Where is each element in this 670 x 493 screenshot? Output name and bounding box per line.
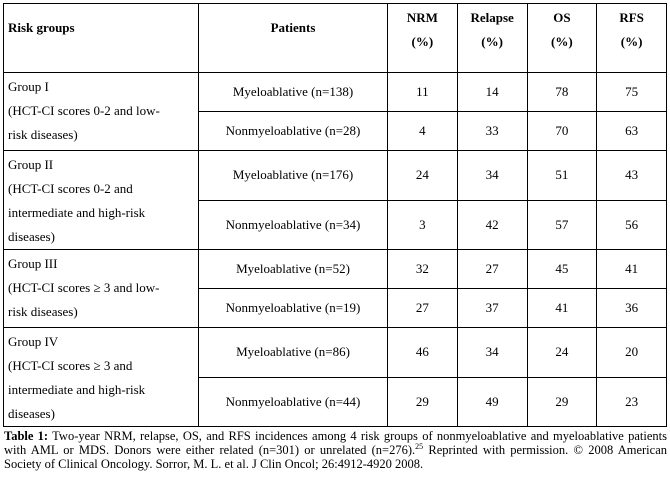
patients-cell: Nonmyeloablative (n=34) bbox=[198, 199, 388, 250]
os-cell: 78 bbox=[526, 72, 598, 112]
nrm-cell: 3 bbox=[387, 199, 458, 250]
patients-cell: Nonmyeloablative (n=44) bbox=[198, 376, 388, 427]
nrm-cell: 11 bbox=[387, 72, 458, 112]
header-rfs: RFS (%) bbox=[596, 3, 667, 73]
caption-reference: 25 bbox=[415, 441, 424, 451]
relapse-cell: 34 bbox=[456, 327, 528, 378]
caption-text: Two-year NRM, relapse, OS, and RFS incid… bbox=[4, 429, 667, 457]
group-cell-4: Group IV (HCT-CI scores ≥ 3 and intermedia… bbox=[3, 327, 199, 427]
table-row: Nonmyeloablative (n=28) 4 33 70 63 bbox=[4, 111, 667, 151]
relapse-cell: 34 bbox=[456, 150, 528, 201]
caption-label: Table 1: bbox=[4, 429, 49, 443]
rfs-cell: 56 bbox=[596, 199, 667, 250]
header-risk-groups: Risk groups bbox=[3, 3, 199, 73]
os-cell: 29 bbox=[526, 376, 598, 427]
patients-cell: Myeloablative (n=138) bbox=[198, 72, 388, 112]
patients-cell: Myeloablative (n=86) bbox=[198, 327, 388, 378]
caption-permission: Reprinted with permission. © 2008 Americ… bbox=[4, 443, 667, 471]
nrm-cell: 32 bbox=[387, 249, 458, 289]
patients-cell: Myeloablative (n=176) bbox=[198, 150, 388, 201]
header-relapse: Relapse (%) bbox=[456, 3, 528, 73]
rfs-cell: 36 bbox=[596, 288, 667, 328]
table-row: Group III (HCT-CI scores ≥ 3 and low-risk… bbox=[3, 249, 667, 328]
table-row: Group II (HCT-CI scores 0-2 and intermedia… bbox=[3, 150, 667, 250]
relapse-cell: 14 bbox=[456, 72, 528, 112]
os-cell: 57 bbox=[526, 199, 598, 250]
group-cell-3: Group III (HCT-CI scores ≥ 3 and low-risk… bbox=[3, 249, 199, 328]
patients-cell: Myeloablative (n=52) bbox=[198, 249, 388, 289]
table-row: Nonmyeloablative (n=34) 3 42 57 56 bbox=[4, 199, 667, 250]
group-cell-2: Group II (HCT-CI scores 0-2 and intermedia… bbox=[3, 150, 199, 250]
nrm-cell: 4 bbox=[387, 111, 458, 151]
rfs-cell: 23 bbox=[596, 376, 667, 427]
relapse-cell: 42 bbox=[456, 199, 528, 250]
rfs-cell: 20 bbox=[596, 327, 667, 378]
os-cell: 51 bbox=[526, 150, 598, 201]
rfs-cell: 63 bbox=[596, 111, 667, 151]
table-row: Group I (HCT-CI scores 0-2 and low-risk d… bbox=[3, 72, 667, 151]
table-row: Nonmyeloablative (n=19) 27 37 41 36 bbox=[4, 288, 667, 328]
table-row: Nonmyeloablative (n=44) 29 49 29 23 bbox=[4, 376, 667, 427]
rfs-cell: 43 bbox=[596, 150, 667, 201]
rfs-cell: 75 bbox=[596, 72, 667, 112]
table-caption: Table 1: Two-year NRM, relapse, OS, and … bbox=[3, 429, 667, 471]
header-os: OS (%) bbox=[526, 3, 598, 73]
header-patients: Patients bbox=[198, 3, 388, 73]
os-cell: 45 bbox=[526, 249, 598, 289]
table-figure: Risk groups Patients NRM (%) Relapse (%) O… bbox=[3, 3, 667, 471]
relapse-cell: 49 bbox=[456, 376, 528, 427]
os-cell: 41 bbox=[526, 288, 598, 328]
os-cell: 24 bbox=[526, 327, 598, 378]
patients-cell: Nonmyeloablative (n=28) bbox=[198, 111, 388, 151]
group-cell-1: Group I (HCT-CI scores 0-2 and low-risk d… bbox=[3, 72, 199, 151]
nrm-cell: 27 bbox=[387, 288, 458, 328]
risk-groups-table: Risk groups Patients NRM (%) Relapse (%) O… bbox=[3, 3, 667, 427]
nrm-cell: 29 bbox=[387, 376, 458, 427]
relapse-cell: 33 bbox=[456, 111, 528, 151]
header-nrm: NRM (%) bbox=[387, 3, 458, 73]
nrm-cell: 46 bbox=[387, 327, 458, 378]
table-row: Group IV (HCT-CI scores ≥ 3 and intermedia… bbox=[3, 327, 667, 427]
nrm-cell: 24 bbox=[387, 150, 458, 201]
rfs-cell: 41 bbox=[596, 249, 667, 289]
header-row: Risk groups Patients NRM (%) Relapse (%) O… bbox=[3, 3, 667, 73]
relapse-cell: 37 bbox=[456, 288, 528, 328]
patients-cell: Nonmyeloablative (n=19) bbox=[198, 288, 388, 328]
relapse-cell: 27 bbox=[456, 249, 528, 289]
os-cell: 70 bbox=[526, 111, 598, 151]
